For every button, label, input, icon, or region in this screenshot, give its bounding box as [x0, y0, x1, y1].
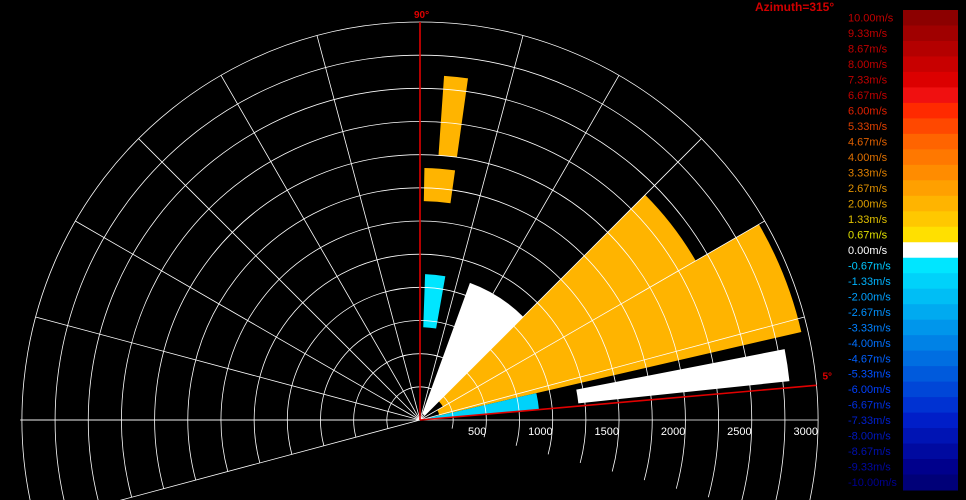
- colorbar-swatch-5: [903, 87, 958, 104]
- colorbar-swatch-9: [903, 149, 958, 166]
- radial-line-4: [419, 35, 524, 421]
- velocity-region-0: [437, 224, 802, 416]
- velocity-region-3: [426, 393, 539, 420]
- colorbar-label-14: 0.67m/s: [848, 229, 888, 241]
- sector-axes: 90° 5°: [414, 10, 832, 421]
- colorbar-label-2: 8.67m/s: [848, 44, 888, 56]
- velocity-region-1: [438, 194, 696, 407]
- colorbar-swatch-13: [903, 211, 958, 228]
- colorbar-swatch-1: [903, 25, 958, 42]
- colorbar-label-24: -6.00m/s: [848, 384, 891, 396]
- radial-line-0: [419, 316, 805, 421]
- colorbar-label-25: -6.67m/s: [848, 400, 891, 412]
- velocity-region-2: [422, 282, 524, 416]
- colorbar-label-30: -10.00m/s: [848, 477, 897, 489]
- colorbar-swatch-19: [903, 304, 958, 321]
- colorbar-label-5: 6.67m/s: [848, 90, 888, 102]
- colorbar-label-9: 4.00m/s: [848, 152, 888, 164]
- radial-line-6: [316, 35, 421, 421]
- colorbar-label-18: -2.00m/s: [848, 291, 891, 303]
- range-tick-labels: 500 1000 1500 2000 2500 3000: [468, 426, 818, 438]
- velocity-data-layer: [422, 75, 802, 420]
- colorbar-swatch-3: [903, 56, 958, 73]
- colorbar-swatch-8: [903, 133, 958, 150]
- colorbar-swatch-29: [903, 459, 958, 476]
- radial-line-3: [419, 75, 620, 421]
- colorbar-label-0: 10.00m/s: [848, 13, 894, 25]
- colorbar-swatch-14: [903, 226, 958, 243]
- colorbar-label-21: -4.00m/s: [848, 338, 891, 350]
- radial-line-2: [419, 138, 702, 421]
- colorbar-swatch-4: [903, 71, 958, 88]
- radial-line-1: [419, 220, 765, 421]
- velocity-region-5: [438, 75, 469, 158]
- colorbar-swatch-27: [903, 428, 958, 445]
- range-tick-1000: 1000: [528, 426, 552, 438]
- colorbar-label-11: 2.67m/s: [848, 183, 888, 195]
- range-tick-1500: 1500: [595, 426, 619, 438]
- colorbar-label-1: 9.33m/s: [848, 28, 888, 40]
- radial-line-8: [138, 138, 421, 421]
- angle-label-90: 90°: [414, 10, 429, 21]
- colorbar-label-29: -9.33m/s: [848, 462, 891, 474]
- colorbar-swatch-17: [903, 273, 958, 290]
- colorbar-swatch-20: [903, 319, 958, 336]
- colorbar-label-12: 2.00m/s: [848, 198, 888, 210]
- colorbar-label-7: 5.33m/s: [848, 121, 888, 133]
- colorbar-swatch-12: [903, 195, 958, 212]
- colorbar-swatch-11: [903, 180, 958, 197]
- colorbar-swatch-10: [903, 164, 958, 181]
- range-tick-500: 500: [468, 426, 486, 438]
- range-ring-11: [21, 21, 819, 500]
- colorbar-swatch-24: [903, 381, 958, 398]
- colorbar-swatch-22: [903, 350, 958, 367]
- colorbar-label-26: -7.33m/s: [848, 415, 891, 427]
- colorbar-label-16: -0.67m/s: [848, 260, 891, 272]
- colorbar-swatch-0: [903, 10, 958, 26]
- colorbar: 10.00m/s 9.33m/s 8.67m/s 8.00m/s 7.33m/s 6.67…: [848, 10, 958, 491]
- colorbar-swatch-26: [903, 412, 958, 429]
- colorbar-swatch-6: [903, 102, 958, 119]
- angle-label-5: 5°: [822, 371, 832, 382]
- radial-line-12: [119, 419, 421, 500]
- chart-title: Azimuth=315°: [755, 0, 835, 14]
- colorbar-label-23: -5.33m/s: [848, 369, 891, 381]
- sector-edge-5: [419, 384, 817, 421]
- velocity-region-6: [423, 167, 456, 204]
- radial-line-10: [35, 316, 421, 421]
- colorbar-swatch-25: [903, 397, 958, 414]
- colorbar-swatch-18: [903, 288, 958, 305]
- colorbar-label-10: 3.33m/s: [848, 167, 888, 179]
- velocity-region-4: [576, 349, 790, 404]
- colorbar-swatch-15: [903, 242, 958, 259]
- colorbar-label-19: -2.67m/s: [848, 307, 891, 319]
- colorbar-label-27: -8.00m/s: [848, 431, 891, 443]
- colorbar-label-28: -8.67m/s: [848, 446, 891, 458]
- colorbar-swatch-2: [903, 40, 958, 57]
- colorbar-label-3: 8.00m/s: [848, 59, 888, 71]
- colorbar-label-8: 4.67m/s: [848, 136, 888, 148]
- colorbar-label-20: -3.33m/s: [848, 322, 891, 334]
- colorbar-label-22: -4.67m/s: [848, 353, 891, 365]
- radial-line-7: [220, 75, 421, 421]
- range-tick-2000: 2000: [661, 426, 685, 438]
- range-tick-3000: 3000: [794, 426, 818, 438]
- colorbar-label-6: 6.00m/s: [848, 106, 888, 118]
- radial-line-9: [75, 220, 421, 421]
- colorbar-label-17: -1.33m/s: [848, 276, 891, 288]
- colorbar-label-13: 1.33m/s: [848, 214, 888, 226]
- range-tick-2500: 2500: [727, 426, 751, 438]
- colorbar-swatch-30: [903, 474, 958, 491]
- colorbar-swatch-28: [903, 443, 958, 460]
- colorbar-swatch-21: [903, 335, 958, 352]
- colorbar-label-4: 7.33m/s: [848, 75, 888, 87]
- colorbar-swatch-7: [903, 118, 958, 135]
- colorbar-label-15: 0.00m/s: [848, 245, 888, 257]
- colorbar-swatch-23: [903, 366, 958, 383]
- colorbar-swatch-16: [903, 257, 958, 274]
